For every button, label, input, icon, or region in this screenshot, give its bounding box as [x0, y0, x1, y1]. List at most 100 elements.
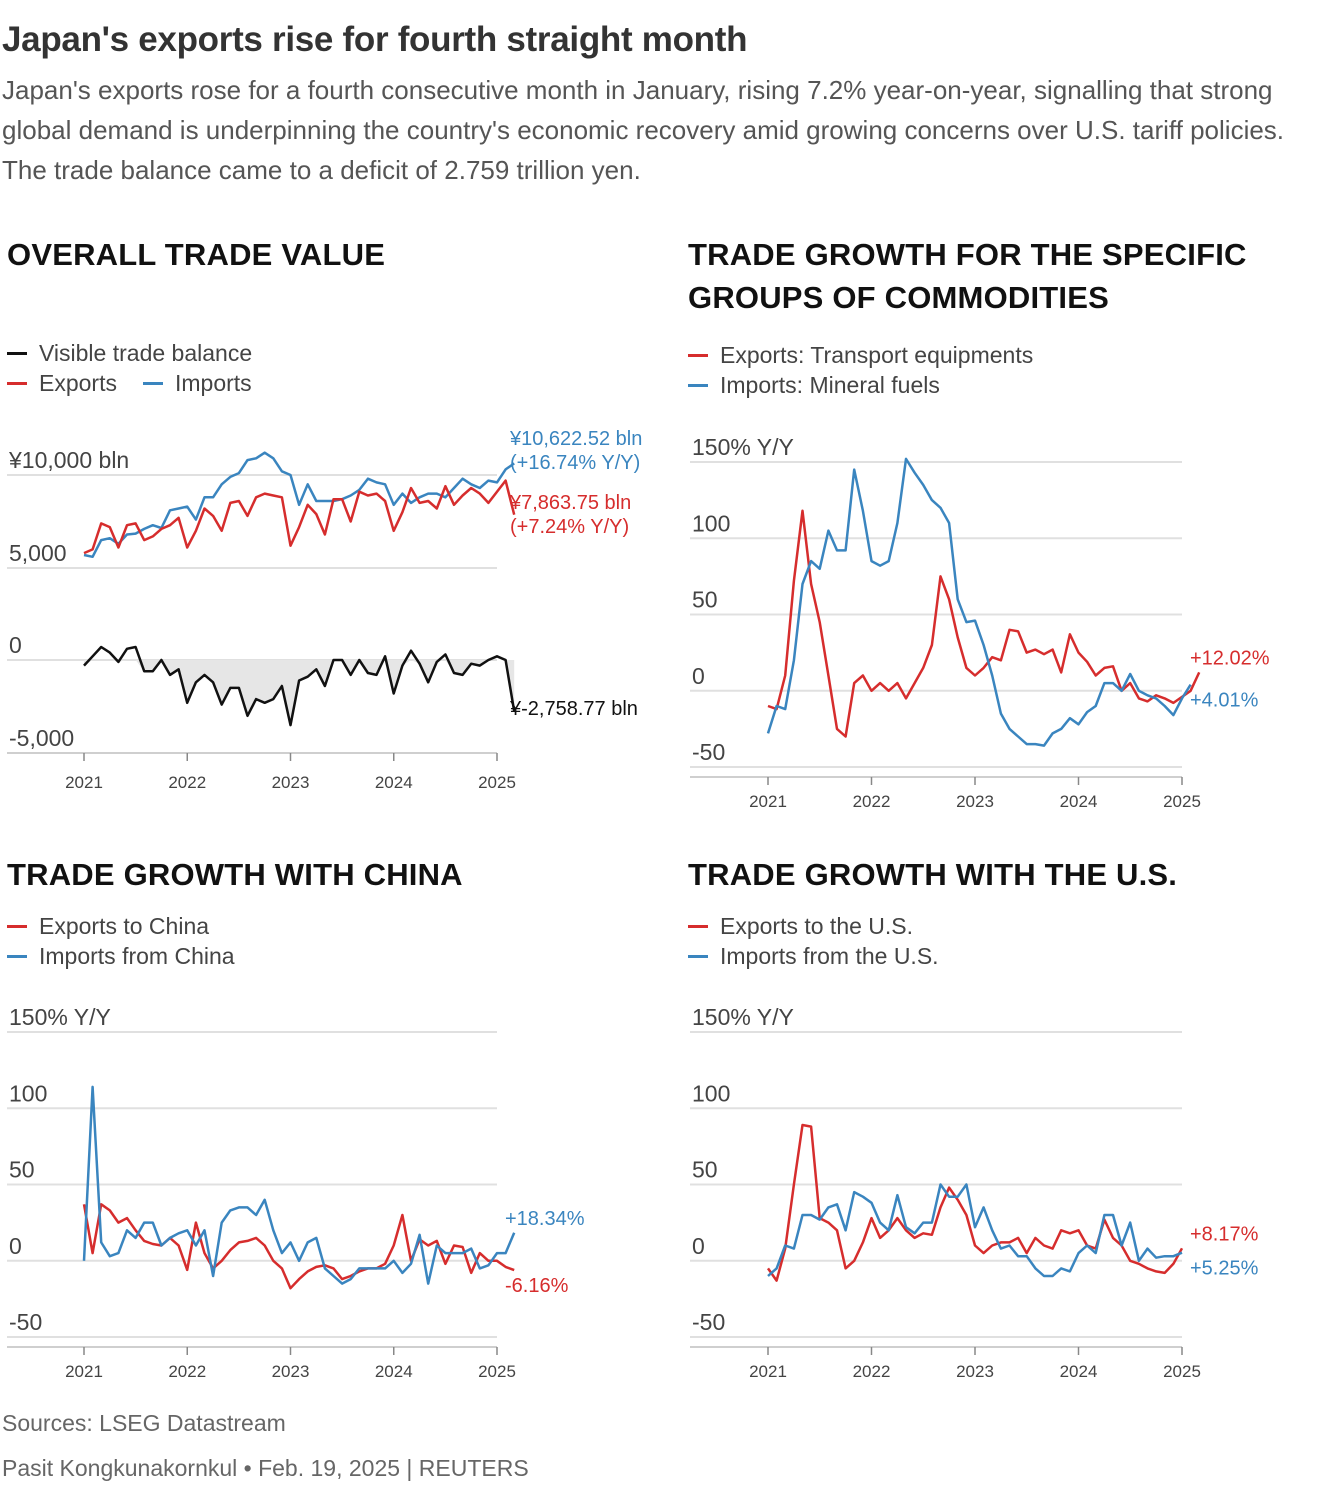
imports-mineral-fuelsseries-line — [766, 457, 1192, 747]
y-tick-label: 100 — [9, 1080, 47, 1106]
x-tick-label: 2021 — [749, 1362, 787, 1381]
page-subtitle: Japan's exports rose for a fourth consec… — [2, 75, 1285, 185]
x-tick-label: 2023 — [956, 792, 994, 811]
y-tick-label: 150% Y/Y — [692, 1004, 794, 1030]
commodities-legend: Exports: Transport equipments Imports: M… — [688, 340, 1059, 400]
imports-from-chinaseries-line — [82, 1085, 516, 1285]
end-value-label: ¥-2,758.77 bln — [509, 698, 638, 720]
imports-series-line — [83, 451, 515, 559]
legend-label-balance: Visible trade balance — [39, 340, 253, 366]
legend-swatch-blue — [688, 954, 708, 958]
exports-to-chinaseries-line — [82, 1203, 515, 1290]
y-tick-label: -50 — [692, 1309, 725, 1335]
y-tick-label: 100 — [692, 1080, 730, 1106]
y-tick-label: -5,000 — [9, 725, 74, 751]
imports-from-the-u-s-series-line — [767, 1183, 1183, 1278]
y-tick-label: ¥10,000 bln — [8, 447, 129, 473]
end-value-label: +12.02% — [1190, 647, 1270, 669]
x-tick-label: 2025 — [478, 1362, 516, 1381]
end-value-label: +4.01% — [1190, 690, 1259, 712]
legend-label-imports-china: Imports from China — [39, 943, 235, 969]
sources-note: Sources: LSEG Datastream — [2, 1410, 286, 1436]
us-growth-chart: 150% Y/Y 100 50 0 -50 2021 2022 2023 2024 2025 +8.… — [690, 1004, 1259, 1381]
legend-item-imports-china: Imports from China — [7, 941, 235, 971]
commodities-title-line-2: GROUPS OF COMMODITIES — [688, 280, 1109, 315]
legend-label-imports-us: Imports from the U.S. — [720, 943, 939, 969]
y-tick-label: 150% Y/Y — [9, 1004, 111, 1030]
y-tick-label: 0 — [9, 1233, 22, 1259]
x-tick-label: 2025 — [1163, 1362, 1201, 1381]
overall-trade-chart: ¥10,000 bln 5,000 0 -5,000 2021 2022 2023 2024 2… — [7, 428, 642, 792]
x-tick-label: 2021 — [65, 1362, 103, 1381]
x-tick-label: 2022 — [168, 1362, 206, 1381]
legend-label-exports: Exports — [39, 370, 117, 396]
page-title: Japan's exports rise for fourth straight… — [2, 20, 748, 59]
x-tick-label: 2021 — [749, 792, 787, 811]
y-tick-label: 100 — [692, 510, 730, 536]
legend-item-exports: Exports — [7, 368, 117, 398]
commodities-chart-title: TRADE GROWTH FOR THE SPECIFIC GROUPS OF … — [688, 233, 1247, 319]
trade-balance-series-line — [83, 645, 516, 727]
legend-item-transport: Exports: Transport equipments — [688, 340, 1033, 370]
exports-to-the-u-s-series-line — [766, 1123, 1184, 1282]
exports-transport-equipmentsseries-line — [767, 509, 1201, 738]
legend-swatch-red — [7, 381, 27, 385]
x-tick-label: 2025 — [478, 773, 516, 792]
x-tick-label: 2024 — [1060, 792, 1098, 811]
end-value-label: (+16.74% Y/Y) — [510, 452, 640, 474]
x-tick-label: 2024 — [375, 1362, 413, 1381]
legend-item-imports-us: Imports from the U.S. — [688, 941, 939, 971]
legend-label-exports-us: Exports to the U.S. — [720, 913, 914, 939]
y-tick-label: 0 — [692, 663, 705, 689]
y-tick-label: -50 — [9, 1309, 42, 1335]
x-tick-label: 2022 — [168, 773, 206, 792]
balance-deficit-area — [84, 660, 515, 726]
commodities-growth-chart: 150% Y/Y 100 50 0 -50 2021 2022 2023 2024 2025 +12… — [690, 434, 1270, 811]
y-tick-label: -50 — [692, 739, 725, 765]
legend-label-mineral: Imports: Mineral fuels — [720, 372, 940, 398]
us-legend: Exports to the U.S. Imports from the U.S… — [688, 911, 965, 971]
y-tick-label: 50 — [9, 1157, 35, 1183]
overall-chart-title: OVERALL TRADE VALUE — [7, 237, 386, 272]
y-tick-label: 0 — [9, 632, 22, 658]
x-tick-label: 2022 — [853, 792, 891, 811]
overall-legend: Visible trade balance Exports Imports — [7, 338, 278, 398]
x-tick-label: 2024 — [375, 773, 413, 792]
legend-item-exports-china: Exports to China — [7, 911, 209, 941]
legend-label-transport: Exports: Transport equipments — [720, 342, 1034, 368]
legend-label-exports-china: Exports to China — [39, 913, 210, 939]
end-value-label: +8.17% — [1190, 1223, 1259, 1245]
end-value-label: -6.16% — [505, 1275, 569, 1297]
legend-swatch-red — [688, 353, 708, 357]
x-tick-label: 2024 — [1060, 1362, 1098, 1381]
legend-swatch-red — [7, 924, 27, 928]
legend-swatch-red — [688, 924, 708, 928]
y-tick-label: 50 — [692, 587, 718, 613]
y-tick-label: 0 — [692, 1233, 705, 1259]
legend-swatch-black — [7, 351, 27, 355]
us-chart-title: TRADE GROWTH WITH THE U.S. — [688, 857, 1178, 892]
legend-swatch-blue — [7, 954, 27, 958]
x-tick-label: 2023 — [956, 1362, 994, 1381]
legend-swatch-blue — [688, 383, 708, 387]
x-tick-label: 2022 — [853, 1362, 891, 1381]
x-tick-label: 2025 — [1163, 792, 1201, 811]
end-value-label: +18.34% — [505, 1208, 585, 1230]
byline: Pasit Kongkunakornkul • Feb. 19, 2025 | … — [2, 1455, 529, 1481]
legend-item-exports-us: Exports to the U.S. — [688, 911, 913, 941]
legend-item-balance: Visible trade balance — [7, 338, 252, 368]
x-tick-label: 2023 — [272, 773, 310, 792]
y-tick-label: 5,000 — [9, 540, 67, 566]
x-tick-label: 2023 — [272, 1362, 310, 1381]
y-tick-label: 150% Y/Y — [692, 434, 794, 460]
china-chart-title: TRADE GROWTH WITH CHINA — [7, 857, 463, 892]
legend-item-imports: Imports — [142, 368, 252, 398]
y-tick-label: 50 — [692, 1157, 718, 1183]
china-legend: Exports to China Imports from China — [7, 911, 261, 971]
end-value-label: (+7.24% Y/Y) — [510, 516, 629, 538]
exports-series-line — [83, 479, 516, 555]
x-tick-label: 2021 — [65, 773, 103, 792]
legend-swatch-blue — [142, 381, 163, 385]
legend-label-imports: Imports — [174, 370, 252, 396]
china-growth-chart: 150% Y/Y 100 50 0 -50 2021 2022 2023 2024 2025 +18… — [7, 1004, 585, 1381]
